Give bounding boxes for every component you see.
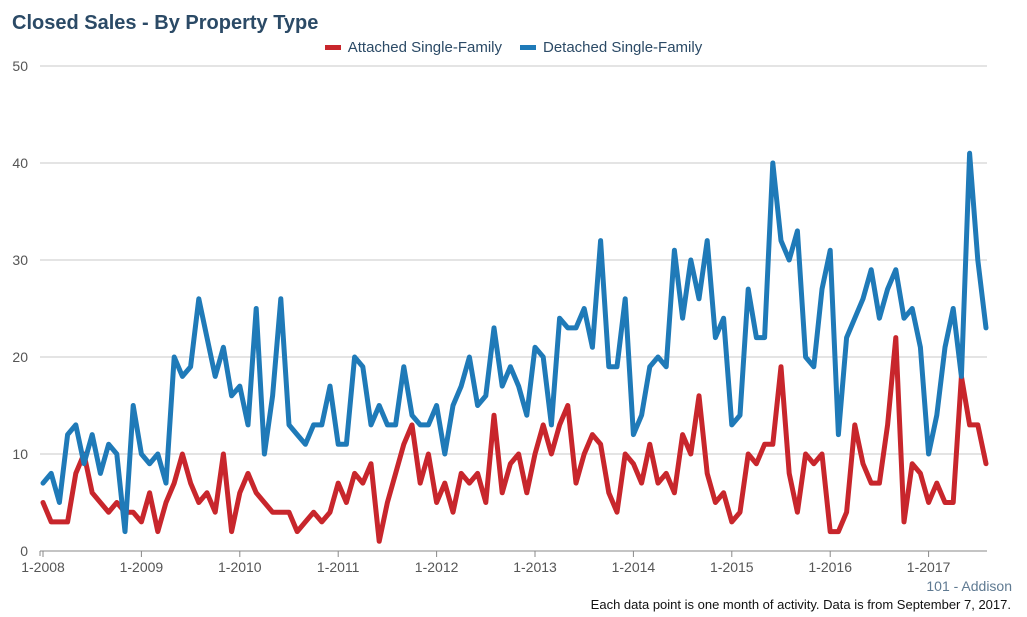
x-tick-label: 1-2017	[907, 559, 951, 575]
x-tick-label: 1-2009	[120, 559, 164, 575]
chart-title: Closed Sales - By Property Type	[12, 12, 319, 34]
y-tick-label: 20	[12, 349, 28, 365]
chart-legend: Attached Single-Family Detached Single-F…	[0, 39, 1027, 56]
series-lines	[40, 150, 989, 544]
x-tick-label: 1-2010	[218, 559, 262, 575]
legend-item-attached[interactable]: Attached Single-Family	[324, 39, 502, 56]
y-tick-label: 40	[12, 155, 28, 171]
x-tick-label: 1-2012	[415, 559, 459, 575]
x-tick-label: 1-2011	[317, 559, 360, 575]
footnote: Each data point is one month of activity…	[590, 597, 1011, 612]
y-tick-label: 0	[20, 543, 28, 559]
y-tick-label: 30	[12, 252, 28, 268]
legend-swatch-attached	[324, 45, 341, 50]
y-tick-label: 10	[12, 446, 28, 462]
y-tick-label: 50	[12, 58, 28, 74]
grid-lines	[40, 65, 987, 552]
area-label: 101 - Addison	[926, 578, 1012, 594]
x-tick-label: 1-2013	[513, 559, 557, 575]
axes: 0 10 20 30 40 50 1-2008 1-2009 1-2010 1-2011 1-201…	[12, 58, 950, 575]
x-tick-label: 1-2014	[612, 559, 656, 575]
x-tick-label: 1-2008	[21, 559, 65, 575]
series-line-attached[interactable]	[40, 335, 989, 544]
legend-label-attached: Attached Single-Family	[347, 39, 502, 56]
legend-item-detached[interactable]: Detached Single-Family	[519, 39, 703, 56]
x-tick-label: 1-2015	[710, 559, 754, 575]
x-tick-label: 1-2016	[808, 559, 852, 575]
legend-swatch-detached	[519, 45, 536, 50]
legend-label-detached: Detached Single-Family	[542, 39, 703, 56]
series-line-detached[interactable]	[40, 150, 989, 535]
